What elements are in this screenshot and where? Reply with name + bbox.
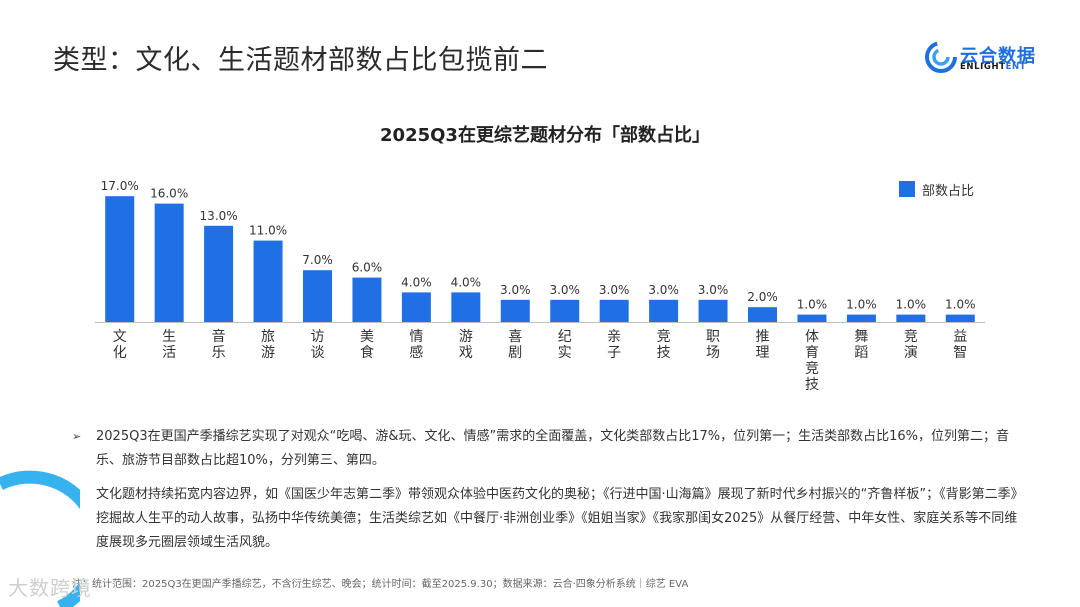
category-label-16: 舞蹈 [854, 329, 868, 361]
data-label-12: 3.0% [648, 283, 679, 297]
category-label-5: 访谈 [311, 329, 325, 361]
bar-chart: 2025Q3在更综艺题材分布「部数占比」部数占比 17.0% 文化 16.0% 生活 13… [95, 124, 985, 393]
logo-mark-icon [925, 41, 957, 73]
category-label-1: 文化 [113, 329, 127, 361]
data-label-3: 13.0% [200, 209, 238, 223]
watermark: 大数跨境 [8, 576, 92, 600]
category-label-17: 竞演 [904, 328, 918, 361]
bar-10 [550, 299, 580, 322]
bullet-point-2: ➢ 文化题材持续拓宽内容边界，如《国医少年志第二季》带领观众体验中医药文化的奥秘；… [72, 483, 1027, 555]
bar-17 [896, 314, 926, 322]
data-label-2: 16.0% [150, 187, 188, 201]
category-label-2: 生活 [162, 329, 176, 361]
data-label-16: 1.0% [846, 298, 877, 312]
bar-12 [649, 299, 679, 322]
bar-4 [253, 240, 283, 322]
bullet-text: 2025Q3在更国产季播综艺实现了对观众“吃喝、游&玩、文化、情感”需求的全面覆… [96, 429, 1009, 468]
category-label-8: 游戏 [459, 329, 473, 361]
arrow-bullet-icon: ➢ [72, 430, 82, 443]
category-label-9: 喜剧 [508, 329, 522, 361]
data-label-8: 4.0% [451, 275, 482, 289]
legend-label: 部数占比 [922, 184, 974, 199]
data-label-11: 3.0% [599, 283, 630, 297]
category-label-4: 旅游 [261, 329, 275, 361]
data-label-13: 3.0% [698, 283, 729, 297]
data-label-10: 3.0% [549, 283, 580, 297]
category-label-14: 推理 [756, 329, 770, 361]
bar-13 [698, 299, 728, 322]
data-label-18: 1.0% [945, 298, 976, 312]
data-label-17: 1.0% [896, 298, 927, 312]
bullet-point-1: ➢ 2025Q3在更国产季播综艺实现了对观众“吃喝、游&玩、文化、情感”需求的全面… [72, 425, 1027, 473]
category-label-13: 职场 [706, 329, 720, 361]
bar-11 [599, 299, 629, 322]
data-label-15: 1.0% [797, 298, 828, 312]
bar-5 [303, 270, 332, 322]
page-title: 类型：文化、生活题材部数占比包揽前二 [53, 45, 548, 76]
data-label-6: 6.0% [352, 261, 383, 275]
bar-15 [797, 314, 827, 322]
bar-7 [401, 292, 431, 322]
bar-8 [451, 292, 481, 322]
bullet-text: 文化题材持续拓宽内容边界，如《国医少年志第二季》带领观众体验中医药文化的奥秘；《… [96, 487, 1024, 550]
bar-3 [204, 225, 234, 322]
logo-text-en-main: ENLIGHT [960, 62, 1006, 72]
category-label-11: 亲子 [607, 329, 621, 361]
logo-text-cn: 云合数据 [960, 46, 1036, 67]
bar-2 [154, 203, 184, 322]
bar-6 [352, 277, 382, 322]
decorative-arc [0, 470, 80, 607]
legend-swatch [899, 181, 915, 197]
chart-title: 2025Q3在更综艺题材分布「部数占比」 [380, 124, 710, 146]
category-label-10: 纪实 [558, 329, 572, 361]
data-label-9: 3.0% [500, 283, 531, 297]
category-label-6: 美食 [360, 329, 374, 361]
bar-18 [945, 314, 975, 322]
category-label-15: 体育竞技 [805, 329, 819, 393]
data-label-1: 17.0% [101, 179, 139, 193]
category-label-7: 情感 [409, 329, 423, 361]
category-label-12: 竞技 [657, 328, 671, 361]
data-label-4: 11.0% [249, 224, 287, 238]
footnote: 注：统计范围：2025Q3在更国产季播综艺，不含衍生综艺、晚会；统计时间：截至2… [72, 579, 689, 590]
company-logo: 云合数据 ENLIGHTENT [924, 40, 1044, 76]
bar-1 [105, 196, 135, 322]
bar-16 [846, 314, 876, 322]
logo-text-en-accent: ENT [1005, 62, 1027, 72]
data-label-5: 7.0% [302, 253, 333, 267]
category-label-3: 音乐 [212, 328, 226, 361]
data-label-14: 2.0% [747, 290, 778, 304]
category-label-18: 益智 [953, 329, 967, 361]
bar-14 [748, 307, 777, 322]
data-label-7: 4.0% [401, 275, 432, 289]
logo-text-en: ENLIGHTENT [960, 62, 1026, 72]
bar-9 [500, 299, 530, 322]
